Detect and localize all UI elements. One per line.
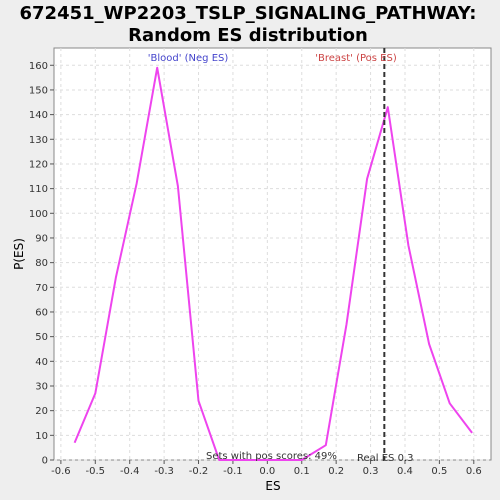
y-tick-label: 110 [29,184,48,195]
x-tick-label: -0.5 [86,466,106,477]
x-tick-label: -0.4 [120,466,140,477]
y-axis-label: P(ES) [12,238,26,270]
y-tick-label: 80 [35,258,48,269]
x-tick-label: 0.5 [431,466,447,477]
x-tick-label: 0.6 [466,466,482,477]
x-tick-label: -0.6 [51,466,71,477]
grid-lines [54,48,491,461]
pos-scores-annotation: Sets with pos scores: 49% [206,451,337,462]
chart-title-line2: Random ES distribution [128,25,368,46]
y-tick-label: 70 [35,283,48,294]
y-tick-label: 50 [35,332,48,343]
chart-title-line1: 672451_WP2203_TSLP_SIGNALING_PATHWAY: [20,3,477,24]
plot-area [53,47,492,461]
x-tick-label: 0.4 [397,466,413,477]
y-tick-label: 40 [35,357,48,368]
y-tick-label: 130 [29,135,48,146]
real-es-annotation: Real ES 0.3 [357,453,413,464]
y-tick-label: 160 [29,61,48,72]
x-tick-label: 0.2 [328,466,344,477]
y-tick-label: 90 [35,233,48,244]
x-tick-label: -0.3 [154,466,174,477]
x-tick-label: 0.0 [259,466,275,477]
x-tick-label: -0.2 [189,466,209,477]
y-tick-label: 60 [35,307,48,318]
y-tick-label: 10 [35,431,48,442]
axis-ticks: 0 10 20 30 40 50 60 70 80 90 100 110 120 130 140 150 160… [29,61,482,477]
x-tick-label: 0.1 [294,466,310,477]
x-tick-label: -0.1 [223,466,243,477]
y-tick-label: 150 [29,85,48,96]
y-tick-label: 120 [29,159,48,170]
y-tick-label: 20 [35,406,48,417]
x-tick-label: 0.3 [363,466,379,477]
x-axis-label: ES [265,479,280,493]
y-tick-label: 30 [35,381,48,392]
y-tick-label: 0 [42,456,48,467]
y-tick-label: 140 [29,110,48,121]
y-tick-label: 100 [29,209,48,220]
neg-es-annotation: 'Blood' (Neg ES) [148,53,229,64]
es-distribution-series-line [73,66,473,461]
pos-es-annotation: 'Breast' (Pos ES) [315,53,397,64]
